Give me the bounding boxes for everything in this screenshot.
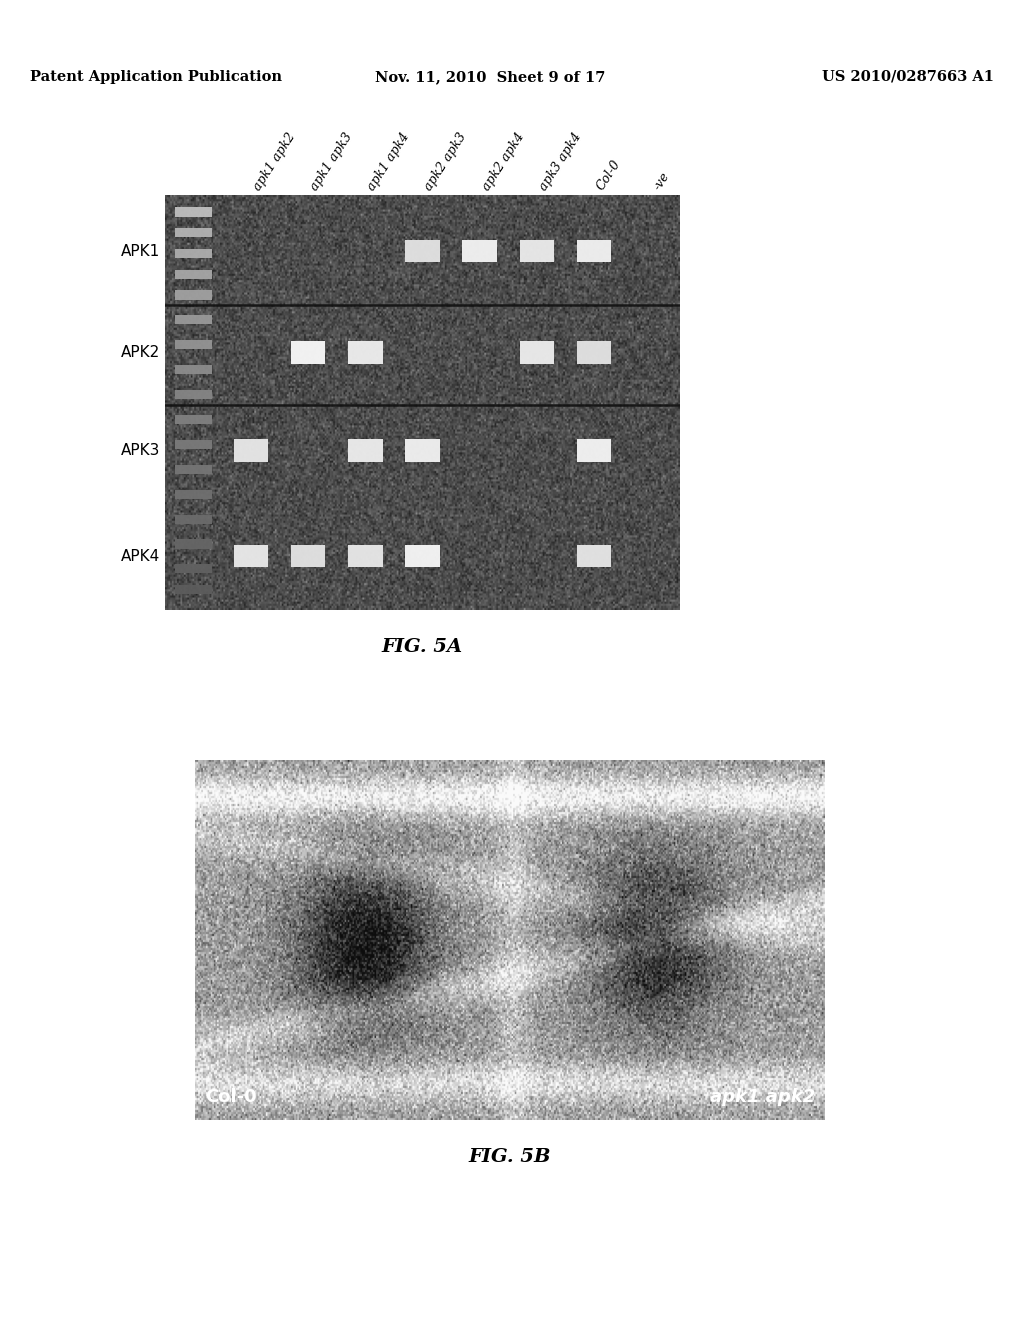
- Bar: [291, 342, 326, 364]
- Bar: [175, 269, 212, 279]
- Text: apk2 apk3: apk2 apk3: [423, 131, 469, 193]
- Text: Patent Application Publication: Patent Application Publication: [30, 70, 282, 84]
- Bar: [519, 342, 554, 364]
- Bar: [175, 414, 212, 424]
- Bar: [233, 438, 268, 462]
- Text: FIG. 5A: FIG. 5A: [382, 639, 463, 656]
- Text: Nov. 11, 2010  Sheet 9 of 17: Nov. 11, 2010 Sheet 9 of 17: [375, 70, 605, 84]
- Bar: [463, 240, 497, 263]
- Bar: [348, 342, 383, 364]
- Bar: [233, 545, 268, 568]
- Bar: [175, 315, 212, 325]
- Bar: [406, 438, 439, 462]
- Bar: [175, 207, 212, 216]
- Bar: [175, 440, 212, 449]
- Text: APK1: APK1: [121, 243, 160, 259]
- Bar: [577, 342, 611, 364]
- Bar: [175, 290, 212, 300]
- Bar: [348, 438, 383, 462]
- Bar: [519, 240, 554, 263]
- Text: apk1 apk4: apk1 apk4: [366, 131, 413, 193]
- Bar: [406, 545, 439, 568]
- Text: apk1 apk2: apk1 apk2: [710, 1088, 815, 1106]
- Bar: [175, 465, 212, 474]
- Text: Col-0: Col-0: [594, 158, 624, 193]
- Bar: [291, 545, 326, 568]
- Bar: [175, 228, 212, 238]
- Bar: [175, 585, 212, 594]
- Text: apk2 apk4: apk2 apk4: [479, 131, 526, 193]
- Bar: [175, 341, 212, 350]
- Text: FIG. 5B: FIG. 5B: [469, 1148, 551, 1167]
- Text: US 2010/0287663 A1: US 2010/0287663 A1: [822, 70, 994, 84]
- Bar: [577, 545, 611, 568]
- Text: -ve: -ve: [651, 170, 673, 193]
- Bar: [175, 366, 212, 375]
- Text: APK3: APK3: [121, 442, 160, 458]
- Bar: [348, 545, 383, 568]
- Text: Col-0: Col-0: [205, 1088, 257, 1106]
- Bar: [175, 249, 212, 259]
- Text: apk1 apk3: apk1 apk3: [308, 131, 355, 193]
- Text: APK2: APK2: [121, 346, 160, 360]
- Bar: [175, 389, 212, 399]
- Bar: [406, 240, 439, 263]
- Text: apk3 apk4: apk3 apk4: [537, 131, 584, 193]
- Bar: [175, 540, 212, 549]
- Text: apk1 apk2: apk1 apk2: [251, 131, 298, 193]
- Bar: [577, 438, 611, 462]
- Bar: [175, 565, 212, 573]
- Text: APK4: APK4: [121, 549, 160, 564]
- Bar: [175, 515, 212, 524]
- Bar: [577, 240, 611, 263]
- Bar: [175, 490, 212, 499]
